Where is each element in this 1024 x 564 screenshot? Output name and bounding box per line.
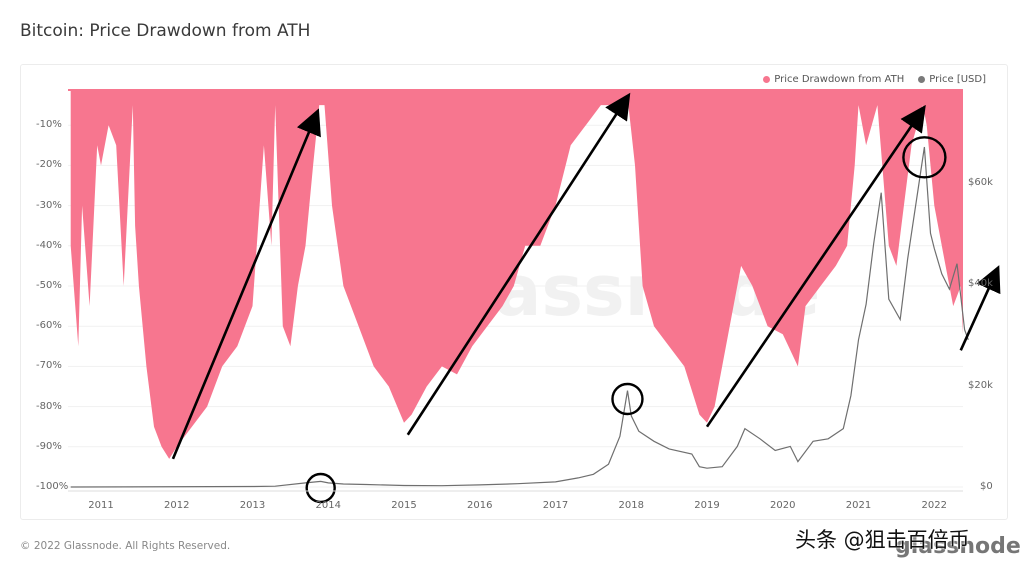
legend-dot-price-icon <box>918 76 926 83</box>
y-tick-label: -70% <box>36 360 62 372</box>
annotation-arrow-icon <box>406 92 631 436</box>
annotation-circle-icon <box>611 382 644 416</box>
annotation-circle-icon <box>902 136 947 179</box>
copyright-footer: © 2022 Glassnode. All Rights Reserved. <box>20 540 231 552</box>
y-right-tick-label: $60k <box>968 176 993 188</box>
legend-dot-drawdown-icon <box>763 76 771 83</box>
annotation-circle-icon <box>305 472 336 504</box>
y-right-tick-label: $20k <box>968 379 993 391</box>
y-tick-label: -90% <box>36 440 62 452</box>
x-tick-label: 2011 <box>88 500 114 511</box>
x-tick-label: 2019 <box>694 500 720 511</box>
watermark-text: 头条 @狙击百倍币 <box>795 528 970 552</box>
y-tick-label: -10% <box>36 119 62 131</box>
legend-label: Price Drawdown from ATH <box>774 74 905 85</box>
y-tick-label: -100% <box>36 481 69 492</box>
x-tick-label: 2021 <box>845 500 872 511</box>
chart-legend: Price Drawdown from ATH Price [USD] <box>763 74 986 85</box>
x-tick-label: 2016 <box>467 500 493 511</box>
legend-item-drawdown[interactable]: Price Drawdown from ATH <box>763 74 904 85</box>
x-tick-label: 2014 <box>315 500 341 511</box>
glassnode-logo: glassnode <box>895 534 1021 559</box>
legend-item-price[interactable]: Price [USD] <box>918 74 986 85</box>
y-tick-label: -20% <box>36 159 62 171</box>
y-tick-label: -60% <box>36 320 62 332</box>
x-tick-label: 2018 <box>618 500 644 511</box>
x-tick-label: 2013 <box>239 500 266 511</box>
x-tick-label: 2012 <box>164 500 190 511</box>
y-right-tick-label: $0 <box>980 481 993 492</box>
x-tick-label: 2020 <box>770 500 796 511</box>
x-tick-label: 2015 <box>391 500 417 511</box>
y-tick-label: -40% <box>36 239 62 251</box>
y-tick-label: -30% <box>36 199 62 211</box>
annotation-arrow-icon <box>959 265 1001 351</box>
chart-title: Bitcoin: Price Drawdown from ATH <box>20 21 311 41</box>
x-tick-label: 2022 <box>921 500 947 511</box>
annotation-arrow-icon <box>171 108 321 460</box>
price-line <box>70 146 969 488</box>
drawdown-area <box>70 89 963 459</box>
x-tick-label: 2017 <box>542 500 569 511</box>
y-tick-label: -80% <box>36 400 62 412</box>
legend-label: Price [USD] <box>929 74 986 85</box>
y-tick-label: -50% <box>36 280 62 291</box>
y-right-tick-label: $40k <box>968 278 993 289</box>
annotation-arrow-icon <box>705 104 926 428</box>
